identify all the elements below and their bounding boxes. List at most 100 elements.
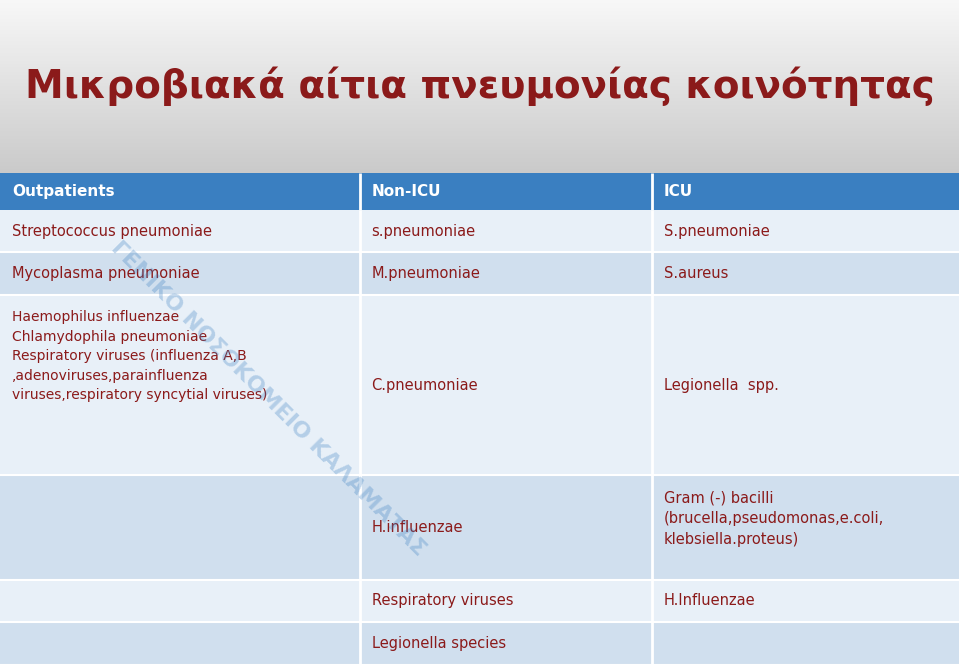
Bar bbox=[0, 52, 959, 53]
Bar bbox=[0, 2, 959, 3]
Bar bbox=[0, 145, 959, 146]
Bar bbox=[0, 141, 959, 142]
Bar bbox=[0, 81, 959, 82]
Bar bbox=[0, 109, 959, 110]
Bar bbox=[0, 110, 959, 112]
Bar bbox=[0, 106, 959, 107]
Bar bbox=[0, 61, 959, 63]
Bar bbox=[0, 87, 959, 88]
Bar bbox=[0, 118, 959, 119]
Bar bbox=[0, 167, 959, 168]
Bar bbox=[0, 122, 959, 123]
Bar bbox=[0, 14, 959, 15]
Bar bbox=[0, 108, 959, 109]
Bar bbox=[0, 54, 959, 55]
Bar bbox=[0, 90, 959, 92]
Text: Μικροβιακά αίτια πνευμονίας κοινότητας: Μικροβιακά αίτια πνευμονίας κοινότητας bbox=[25, 66, 934, 106]
Bar bbox=[0, 80, 959, 81]
Bar bbox=[0, 84, 959, 86]
Bar bbox=[0, 53, 959, 54]
Bar bbox=[0, 41, 959, 43]
Bar bbox=[0, 94, 959, 95]
Bar bbox=[0, 67, 959, 68]
Bar bbox=[0, 38, 959, 39]
Bar bbox=[0, 119, 959, 120]
Bar bbox=[0, 101, 959, 102]
Bar bbox=[0, 1, 959, 2]
Bar bbox=[0, 32, 959, 33]
Bar bbox=[0, 152, 959, 153]
Bar bbox=[0, 134, 959, 135]
Bar bbox=[0, 129, 959, 130]
Bar bbox=[0, 162, 959, 164]
Bar bbox=[0, 95, 959, 96]
Bar bbox=[0, 158, 959, 159]
Text: Outpatients: Outpatients bbox=[12, 184, 115, 199]
Text: Non-ICU: Non-ICU bbox=[372, 184, 441, 199]
Bar bbox=[0, 133, 959, 134]
Bar bbox=[0, 117, 959, 118]
Bar bbox=[0, 57, 959, 58]
Bar bbox=[0, 156, 959, 158]
Bar bbox=[0, 75, 959, 76]
Bar bbox=[0, 43, 959, 44]
Text: s.pneumoniae: s.pneumoniae bbox=[372, 223, 476, 239]
Bar bbox=[0, 29, 959, 30]
Bar bbox=[0, 65, 959, 66]
Text: ΓΕΝΙΚΟ ΝΟΣΟΚΟΜΕΙΟ ΚΑΛΑΜΑΤΑΣ: ΓΕΝΙΚΟ ΝΟΣΟΚΟΜΕΙΟ ΚΑΛΑΜΑΤΑΣ bbox=[107, 238, 430, 560]
Bar bbox=[0, 34, 959, 35]
Bar bbox=[0, 26, 959, 27]
Bar bbox=[0, 20, 959, 21]
Bar bbox=[0, 23, 959, 24]
Bar bbox=[0, 139, 959, 140]
Bar bbox=[0, 147, 959, 148]
Text: M.pneumoniae: M.pneumoniae bbox=[372, 266, 480, 281]
Bar bbox=[0, 25, 959, 26]
Bar bbox=[0, 144, 959, 145]
Bar bbox=[0, 112, 959, 113]
Bar bbox=[0, 45, 959, 46]
Bar bbox=[0, 130, 959, 132]
Bar bbox=[0, 0, 959, 1]
Bar bbox=[0, 140, 959, 141]
Bar bbox=[0, 44, 959, 45]
Bar bbox=[0, 5, 959, 6]
Bar bbox=[0, 98, 959, 99]
Bar bbox=[0, 35, 959, 37]
Bar bbox=[0, 58, 959, 59]
Bar bbox=[0, 48, 959, 49]
Bar bbox=[0, 295, 959, 475]
Bar bbox=[0, 74, 959, 75]
Text: ICU: ICU bbox=[665, 184, 693, 199]
Bar bbox=[0, 136, 959, 138]
Bar bbox=[0, 70, 959, 71]
Bar bbox=[0, 51, 959, 52]
Bar bbox=[0, 93, 959, 94]
Bar bbox=[0, 7, 959, 8]
Bar bbox=[0, 24, 959, 25]
Bar bbox=[0, 102, 959, 103]
Text: C.pneumoniae: C.pneumoniae bbox=[372, 378, 479, 393]
Bar bbox=[0, 143, 959, 144]
Bar bbox=[0, 159, 959, 160]
Bar bbox=[0, 8, 959, 9]
Bar bbox=[0, 83, 959, 84]
Bar bbox=[0, 171, 959, 172]
Bar bbox=[0, 3, 959, 4]
Bar bbox=[0, 33, 959, 34]
Bar bbox=[0, 622, 959, 665]
Bar bbox=[0, 123, 959, 124]
Bar bbox=[0, 50, 959, 51]
Bar bbox=[0, 125, 959, 126]
Bar bbox=[0, 15, 959, 17]
Bar bbox=[0, 12, 959, 13]
Bar bbox=[0, 124, 959, 125]
Bar bbox=[0, 120, 959, 121]
Bar bbox=[0, 63, 959, 64]
Bar bbox=[0, 46, 959, 47]
Bar bbox=[0, 92, 959, 93]
Bar bbox=[0, 168, 959, 170]
Bar bbox=[0, 96, 959, 97]
Bar bbox=[0, 160, 959, 161]
Bar bbox=[0, 64, 959, 65]
